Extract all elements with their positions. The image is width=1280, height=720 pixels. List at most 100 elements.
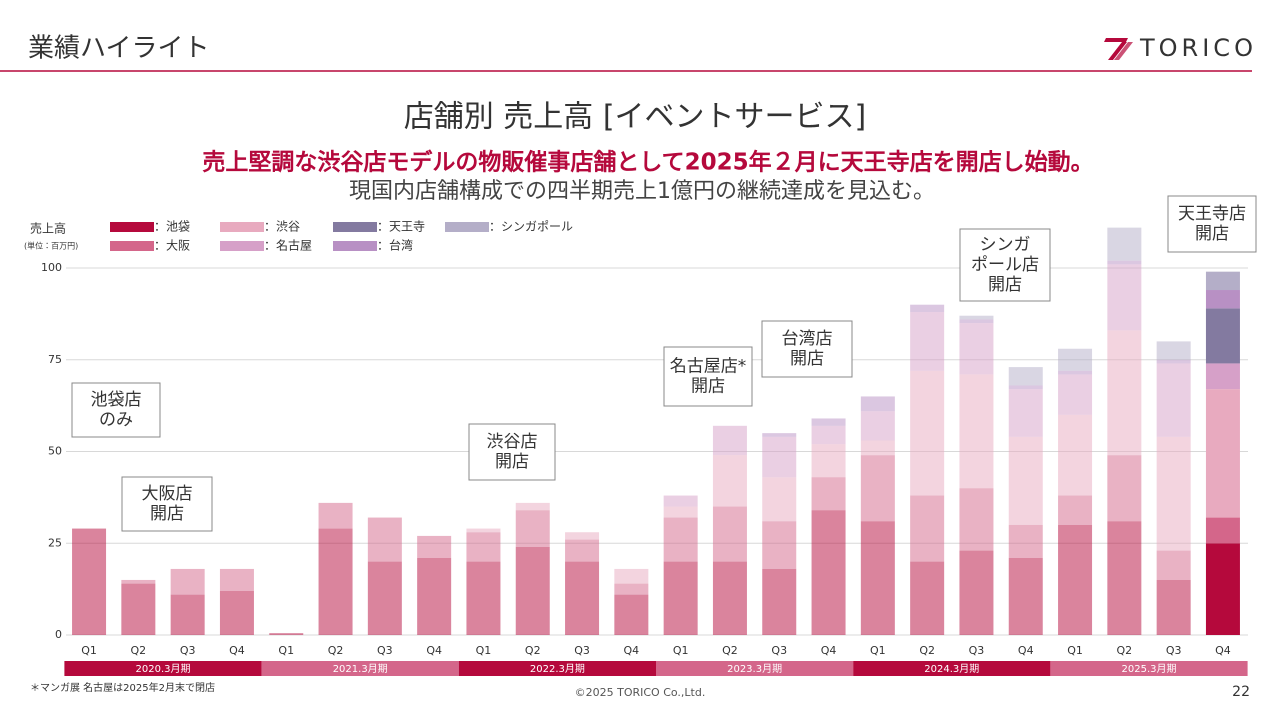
x-tick-label: Q1 <box>1067 644 1083 657</box>
x-tick-label: Q3 <box>377 644 393 657</box>
bar-segment <box>72 528 107 635</box>
bar-segment <box>614 594 649 635</box>
bar-segment <box>860 396 895 412</box>
bar-segment <box>1205 389 1240 518</box>
annotation-text: 開店 <box>1195 224 1229 244</box>
annotation-text: 渋谷店 <box>487 432 538 452</box>
bar-segment <box>811 444 846 478</box>
bar-segment <box>860 521 895 635</box>
page-number: 22 <box>1232 684 1250 700</box>
x-tick-label: Q1 <box>278 644 294 657</box>
annotation-text: 名古屋店* <box>670 357 747 377</box>
bar-segment <box>466 532 501 562</box>
bar-segment <box>1107 260 1142 265</box>
legend-swatch <box>333 222 377 232</box>
annotation-text: シンガ <box>980 235 1031 255</box>
annotation-text: 天王寺店 <box>1178 204 1246 224</box>
bar-segment <box>860 411 895 441</box>
bar-segment <box>811 425 846 445</box>
bar-segment <box>1156 359 1191 364</box>
bar-segment <box>762 433 797 437</box>
legend-swatch <box>445 222 489 232</box>
bar-segment <box>515 546 550 635</box>
bar-segment <box>712 425 747 456</box>
bar-segment <box>663 517 698 562</box>
bar-segment <box>1205 517 1240 544</box>
legend-label: 大阪 <box>166 239 190 253</box>
period-label: 2022.3月期 <box>530 663 585 675</box>
bar-segment <box>762 521 797 569</box>
x-tick-label: Q2 <box>1117 644 1133 657</box>
bar-segment <box>1205 271 1240 291</box>
legend-swatch <box>333 241 377 251</box>
copyright: ©2025 TORICO Co.,Ltd. <box>575 686 706 699</box>
legend-label: 天王寺 <box>389 220 425 234</box>
legend-separator: ： <box>264 220 276 234</box>
annotation-text: 開店 <box>691 377 725 397</box>
period-band <box>458 661 656 676</box>
bar-segment <box>1107 330 1142 456</box>
bar-segment <box>811 418 846 426</box>
bar-segment <box>614 568 649 584</box>
x-tick-label: Q3 <box>574 644 590 657</box>
bar-segment <box>663 495 698 507</box>
bar-segment <box>1008 524 1043 558</box>
bar-segment <box>959 488 994 551</box>
bar-segment <box>219 590 254 635</box>
legend-label: シンガポール <box>501 220 573 234</box>
header-title: 業績ハイライト <box>28 34 209 64</box>
x-tick-label: Q1 <box>81 644 97 657</box>
bar-segment <box>614 583 649 595</box>
bar-segment <box>1107 521 1142 635</box>
bar-segment <box>219 568 254 591</box>
annotation-text: 大阪店 <box>142 484 193 504</box>
annotation-box <box>468 423 556 481</box>
bar-segment <box>712 455 747 507</box>
bar-segment <box>565 532 600 540</box>
bar-segment <box>1156 579 1191 635</box>
bar-segment <box>1008 367 1043 386</box>
y-tick-label: 0 <box>55 628 62 641</box>
bar-segment <box>1205 363 1240 390</box>
annotation-box <box>71 382 161 438</box>
bar-segment <box>910 561 945 635</box>
bar-segment <box>1058 524 1093 635</box>
y-tick-label: 100 <box>41 261 62 274</box>
x-tick-label: Q1 <box>673 644 689 657</box>
x-tick-label: Q2 <box>328 644 344 657</box>
y-tick-label: 25 <box>48 536 62 549</box>
bar-segment <box>1107 264 1142 331</box>
period-label: 2020.3月期 <box>136 663 191 675</box>
bar-segment <box>1058 495 1093 525</box>
x-tick-label: Q4 <box>229 644 245 657</box>
logo-text: TORICO <box>1139 34 1257 62</box>
legend-swatch <box>110 241 154 251</box>
annotation-text: 開店 <box>495 452 529 472</box>
subtitle: 現国内店舗構成での四半期売上1億円の継続達成を見込む。 <box>349 179 935 204</box>
x-tick-label: Q3 <box>969 644 985 657</box>
bar-segment <box>860 440 895 456</box>
bar-segment <box>860 455 895 522</box>
y-tick-label: 75 <box>48 353 62 366</box>
legend-label: 渋谷 <box>276 220 300 234</box>
bar-segment <box>910 495 945 562</box>
bar-segment <box>170 594 205 635</box>
x-tick-label: Q2 <box>131 644 147 657</box>
annotation-box <box>761 320 853 378</box>
x-tick-label: Q2 <box>722 644 738 657</box>
bar-segment <box>910 312 945 371</box>
bar-segment <box>1058 374 1093 415</box>
bar-segment <box>811 477 846 511</box>
bar-segment <box>269 633 304 635</box>
footnote: ＊マンガ展 名古屋は2025年2月末で閉店 <box>30 681 215 694</box>
chart-title: 店舗別 売上高 [イベントサービス] <box>404 100 866 135</box>
legend-label: 名古屋 <box>276 238 312 253</box>
x-tick-label: Q1 <box>870 644 886 657</box>
bar-segment <box>1107 227 1142 261</box>
bar-segment <box>417 557 452 635</box>
legend-separator: ： <box>377 239 389 253</box>
period-label: 2021.3月期 <box>333 663 388 675</box>
legend-separator: ： <box>154 239 166 253</box>
bar-segment <box>959 323 994 375</box>
bar-segment <box>318 528 353 635</box>
